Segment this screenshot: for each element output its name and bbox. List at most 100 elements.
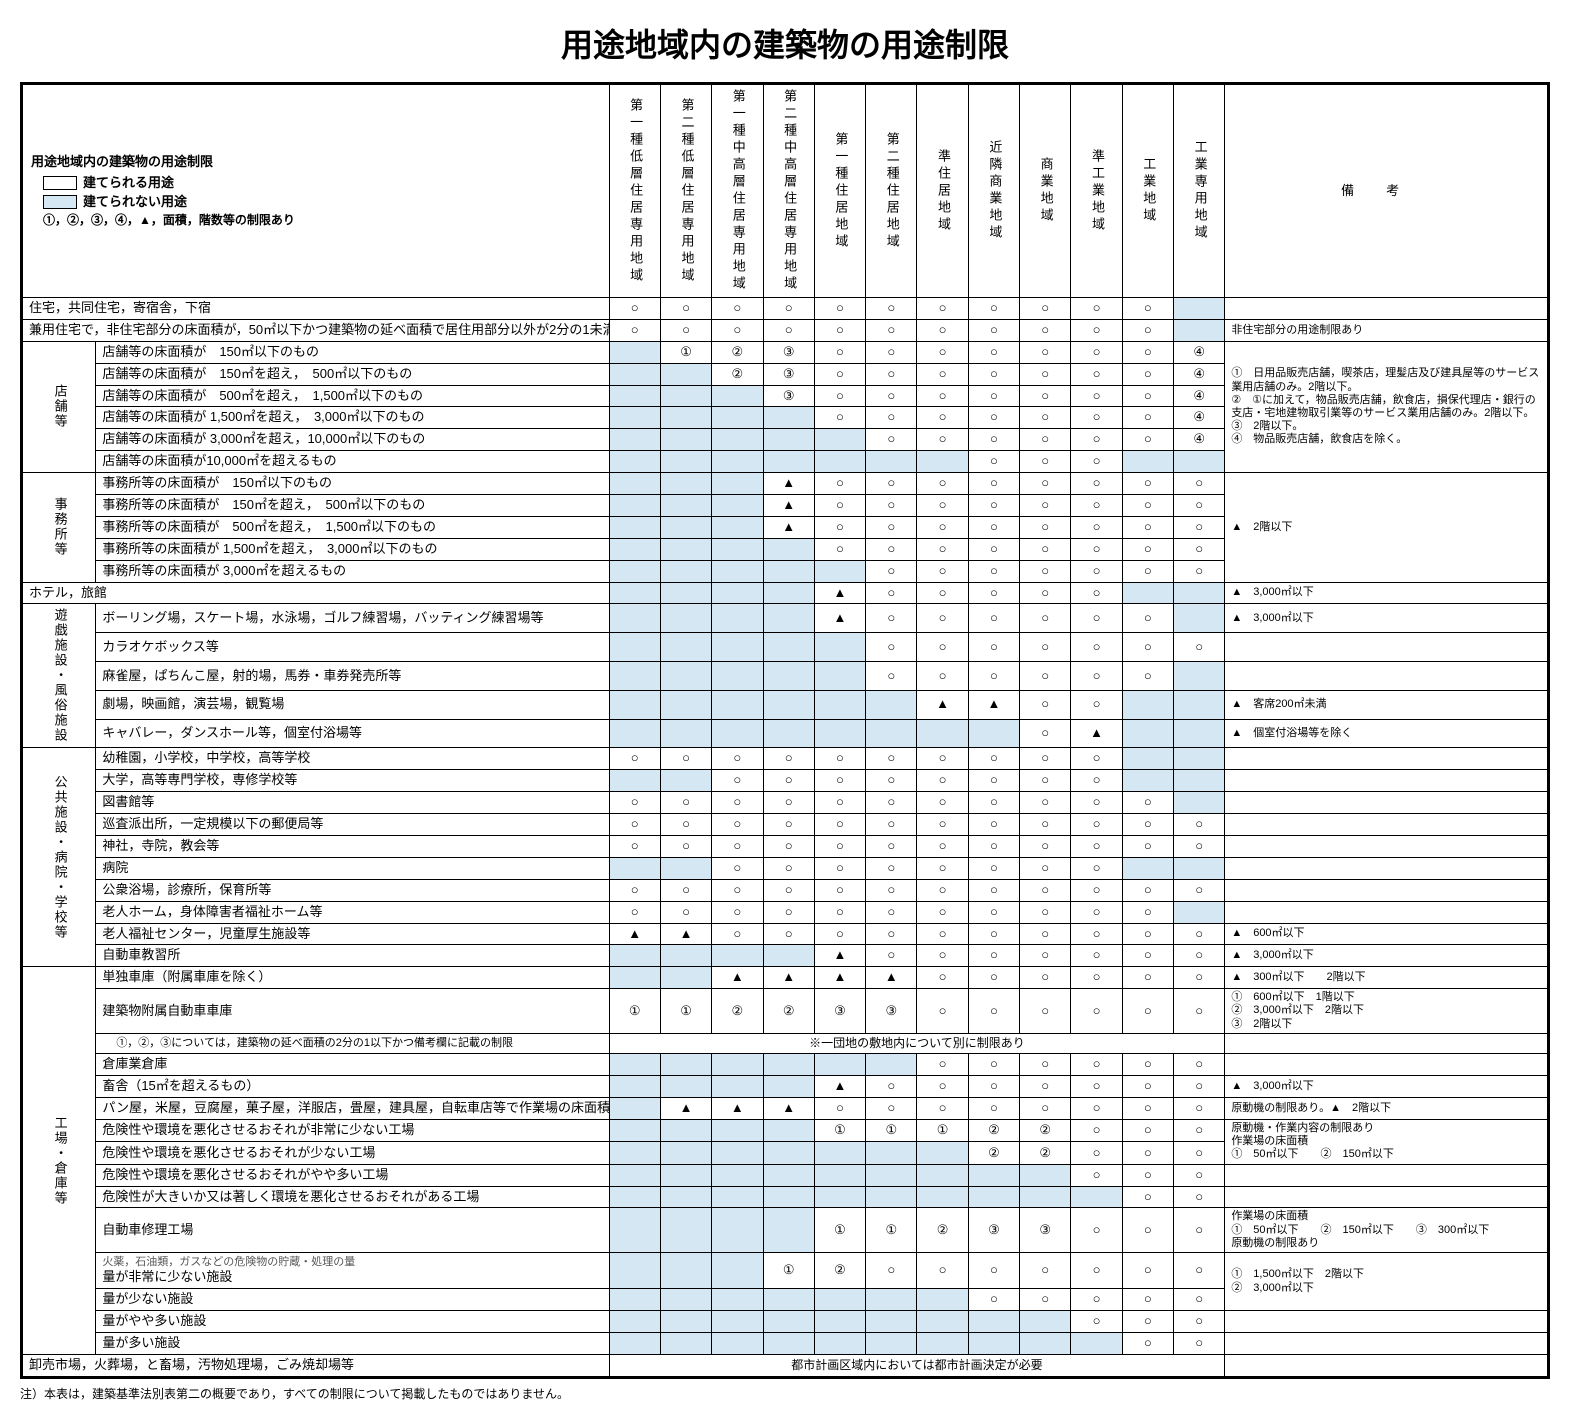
matrix-cell: ○	[1174, 516, 1225, 538]
row-label: ボーリング場，スケート場，水泳場，ゴルフ練習場，バッティング練習場等	[96, 604, 609, 633]
matrix-cell: ○	[712, 298, 763, 320]
matrix-cell	[917, 719, 968, 748]
matrix-cell	[763, 538, 814, 560]
matrix-cell: ○	[1122, 879, 1173, 901]
matrix-cell	[609, 719, 660, 748]
matrix-cell: ②	[1020, 1142, 1071, 1164]
matrix-cell: ○	[1071, 407, 1122, 429]
matrix-cell	[609, 560, 660, 582]
matrix-cell: ○	[1071, 901, 1122, 923]
matrix-cell: ○	[1020, 363, 1071, 385]
matrix-cell: ○	[866, 748, 917, 770]
row-label: 火薬，石油類，ガスなどの危険物の貯蔵・処理の量量が非常に少ない施設	[96, 1253, 609, 1289]
legend-cell: 用途地域内の建築物の用途制限建てられる用途建てられない用途①，②，③，④，▲，面…	[23, 85, 610, 298]
matrix-cell: ○	[1122, 792, 1173, 814]
matrix-cell: ○	[1174, 538, 1225, 560]
matrix-cell: ○	[866, 341, 917, 363]
matrix-cell	[660, 1142, 711, 1164]
matrix-cell: ○	[712, 792, 763, 814]
matrix-cell: ②	[917, 1208, 968, 1253]
matrix-cell: ②	[814, 1253, 865, 1289]
matrix-cell: ○	[1122, 429, 1173, 451]
row-label: 公衆浴場，診療所，保育所等	[96, 879, 609, 901]
matrix-cell	[609, 451, 660, 473]
matrix-cell: ○	[917, 836, 968, 858]
matrix-cell	[660, 516, 711, 538]
matrix-cell: ○	[1122, 319, 1173, 341]
matrix-cell	[866, 1186, 917, 1208]
matrix-cell	[917, 1332, 968, 1354]
matrix-cell	[917, 1186, 968, 1208]
matrix-cell: ○	[917, 901, 968, 923]
matrix-cell: ○	[1020, 879, 1071, 901]
matrix-cell: ▲	[660, 1098, 711, 1120]
matrix-cell	[866, 690, 917, 719]
matrix-cell: ②	[968, 1120, 1019, 1142]
matrix-cell: ○	[763, 748, 814, 770]
matrix-cell: ▲	[814, 967, 865, 989]
matrix-cell: ①	[814, 1120, 865, 1142]
matrix-cell: ○	[866, 560, 917, 582]
matrix-cell: ○	[917, 814, 968, 836]
matrix-cell: ○	[712, 879, 763, 901]
matrix-cell: ④	[1174, 363, 1225, 385]
matrix-cell: ①	[660, 989, 711, 1034]
group-side-label: 公共施設・病院・学校等	[23, 748, 96, 967]
matrix-cell: ○	[968, 989, 1019, 1034]
matrix-cell: ○	[968, 495, 1019, 517]
matrix-cell: ○	[1174, 1054, 1225, 1076]
matrix-cell: ○	[1122, 945, 1173, 967]
matrix-cell	[660, 1120, 711, 1142]
matrix-cell: ○	[1071, 923, 1122, 945]
matrix-cell	[609, 1164, 660, 1186]
matrix-cell: ①	[917, 1120, 968, 1142]
remark-cell: 作業場の床面積 ① 50㎡以下 ② 150㎡以下 ③ 300㎡以下 原動機の制限…	[1225, 1208, 1548, 1253]
matrix-cell	[763, 1332, 814, 1354]
zone-header-8: 商業地域	[1020, 85, 1071, 298]
matrix-cell: ○	[814, 319, 865, 341]
matrix-cell: ○	[866, 633, 917, 662]
matrix-cell: ○	[814, 836, 865, 858]
matrix-cell: ○	[1174, 1208, 1225, 1253]
matrix-cell: ○	[1122, 385, 1173, 407]
matrix-cell	[814, 719, 865, 748]
matrix-cell: ○	[1071, 319, 1122, 341]
matrix-cell	[712, 582, 763, 604]
matrix-cell: ○	[968, 407, 1019, 429]
matrix-cell	[1174, 582, 1225, 604]
remark-cell: ▲ 3,000㎡以下	[1225, 582, 1548, 604]
matrix-cell: ○	[609, 879, 660, 901]
matrix-cell: ○	[1071, 857, 1122, 879]
matrix-cell: ○	[917, 560, 968, 582]
matrix-cell: ○	[866, 473, 917, 495]
matrix-cell: ○	[609, 901, 660, 923]
row-label: 事務所等の床面積が 3,000㎡を超えるもの	[96, 560, 609, 582]
matrix-cell: ○	[712, 748, 763, 770]
matrix-cell: ▲	[814, 582, 865, 604]
matrix-cell: ○	[1122, 1142, 1173, 1164]
matrix-cell: ○	[866, 1253, 917, 1289]
matrix-cell: ○	[814, 407, 865, 429]
matrix-cell: ○	[763, 770, 814, 792]
matrix-cell: ○	[917, 473, 968, 495]
matrix-cell: ○	[1020, 560, 1071, 582]
matrix-cell	[660, 662, 711, 691]
matrix-cell	[1020, 1332, 1071, 1354]
zone-header-1: 第二種低層住居専用地域	[660, 85, 711, 298]
matrix-cell: ○	[1122, 967, 1173, 989]
matrix-cell	[609, 1253, 660, 1289]
matrix-cell	[866, 451, 917, 473]
matrix-cell	[1174, 662, 1225, 691]
regulation-table: 用途地域内の建築物の用途制限建てられる用途建てられない用途①，②，③，④，▲，面…	[22, 84, 1548, 1377]
row-label: 店舗等の床面積が 150㎡を超え， 500㎡以下のもの	[96, 363, 609, 385]
matrix-cell: ○	[917, 604, 968, 633]
matrix-cell	[1071, 1332, 1122, 1354]
matrix-cell: ○	[1122, 1289, 1173, 1311]
matrix-cell: ○	[866, 385, 917, 407]
row-label: 老人福祉センター，児童厚生施設等	[96, 923, 609, 945]
row-label: 店舗等の床面積が 150㎡以下のもの	[96, 341, 609, 363]
matrix-cell: ○	[917, 407, 968, 429]
matrix-cell: ○	[866, 923, 917, 945]
matrix-cell: ○	[1071, 662, 1122, 691]
matrix-cell	[866, 1054, 917, 1076]
